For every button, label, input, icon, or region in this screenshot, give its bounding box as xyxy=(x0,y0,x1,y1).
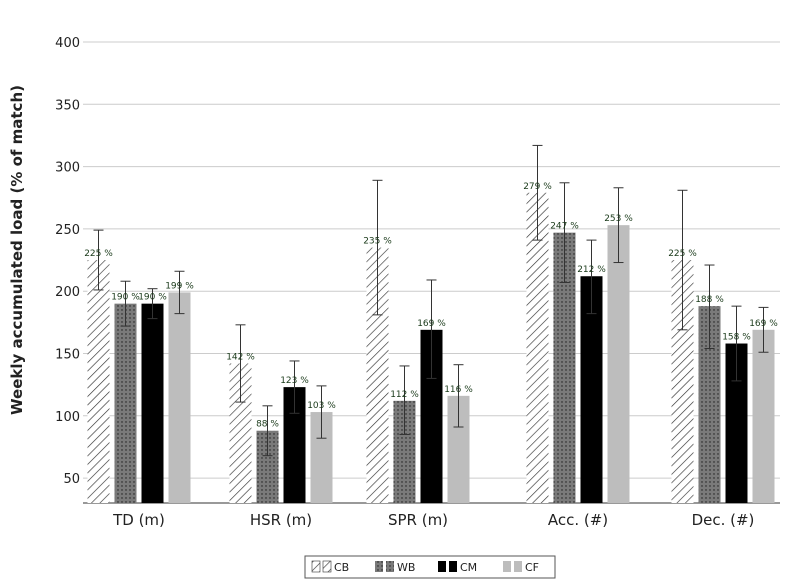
error-bars xyxy=(93,144,769,457)
data-label: 190 % xyxy=(111,293,140,303)
bar-cb xyxy=(87,260,110,503)
bar-cm xyxy=(420,329,443,503)
data-label: 188 % xyxy=(695,295,724,305)
legend-swatch-cm xyxy=(449,561,457,572)
bar-cb xyxy=(671,260,694,503)
legend: CB WB CM CF xyxy=(304,555,556,579)
bar-cf xyxy=(607,225,630,503)
bar-cb xyxy=(229,363,252,503)
data-label: 123 % xyxy=(280,376,309,386)
y-axis-label: Weekly accumulated load (% of match) xyxy=(8,85,26,415)
bar-cf xyxy=(447,395,470,503)
legend-swatch-wb xyxy=(375,561,383,572)
data-labels: 225 % 190 %190 % 199 % 142 % 88 % 123 % 103 % 2… xyxy=(84,182,778,430)
data-label: 225 % xyxy=(84,249,113,259)
data-label: 253 % xyxy=(604,214,633,224)
data-label: 247 % xyxy=(550,222,579,232)
y-tick-label: 250 xyxy=(55,223,80,238)
x-tick-label: Dec. (#) xyxy=(692,511,755,529)
data-label: 225 % xyxy=(668,249,697,259)
data-label: 169 % xyxy=(417,319,446,329)
y-tick-label: 400 xyxy=(55,36,80,51)
bar-cm xyxy=(283,387,306,503)
bar-cf xyxy=(310,412,333,503)
data-label: 112 % xyxy=(390,390,419,400)
bar-wb xyxy=(114,303,137,503)
x-tick-label: Acc. (#) xyxy=(548,511,608,529)
x-tick-label: SPR (m) xyxy=(388,511,448,529)
legend-swatch-cf xyxy=(503,561,511,572)
bar-cm xyxy=(141,303,164,503)
y-tick-labels: 50 100 150 200 250 300 350 400 xyxy=(55,36,80,487)
bars xyxy=(87,192,775,503)
legend-label-cb: CB xyxy=(334,561,349,574)
data-label: 279 % xyxy=(523,182,552,192)
bar-cf xyxy=(168,292,191,503)
bar-cm xyxy=(725,343,748,503)
bar-wb xyxy=(256,430,279,503)
x-tick-label: TD (m) xyxy=(112,511,165,529)
y-tick-label: 350 xyxy=(55,98,80,113)
data-label: 190 % xyxy=(138,293,167,303)
data-label: 235 % xyxy=(363,237,392,247)
y-tick-label: 300 xyxy=(55,161,80,176)
bar-cb xyxy=(366,247,389,503)
data-label: 142 % xyxy=(226,352,255,362)
legend-swatch-cf xyxy=(514,561,522,572)
x-tick-labels: TD (m) HSR (m) SPR (m) Acc. (#) Dec. (#) xyxy=(112,511,754,529)
bar-cm xyxy=(580,276,603,503)
x-tick-label: HSR (m) xyxy=(250,511,312,529)
legend-swatch-cb xyxy=(311,560,321,573)
y-tick-label: 200 xyxy=(55,285,80,300)
y-tick-label: 100 xyxy=(55,410,80,425)
data-label: 169 % xyxy=(749,319,778,329)
legend-swatch-wb xyxy=(386,561,394,572)
data-label: 88 % xyxy=(256,420,279,430)
legend-label-cf: CF xyxy=(525,561,539,574)
y-tick-label: 150 xyxy=(55,347,80,362)
data-label: 103 % xyxy=(307,401,336,411)
legend-swatch-cm xyxy=(438,561,446,572)
legend-box xyxy=(304,555,556,579)
bar-wb xyxy=(698,306,721,503)
legend-label-wb: WB xyxy=(397,561,415,574)
bar-cb xyxy=(526,192,549,503)
bar-wb xyxy=(553,232,576,503)
legend-label-cm: CM xyxy=(460,561,477,574)
data-label: 158 % xyxy=(722,333,751,343)
data-label: 116 % xyxy=(444,385,473,395)
bar-cf xyxy=(752,329,775,503)
legend-swatch-cb xyxy=(322,560,332,573)
y-tick-label: 50 xyxy=(63,472,80,487)
data-label: 212 % xyxy=(577,265,606,275)
bar-wb xyxy=(393,400,416,503)
data-label: 199 % xyxy=(165,281,194,291)
